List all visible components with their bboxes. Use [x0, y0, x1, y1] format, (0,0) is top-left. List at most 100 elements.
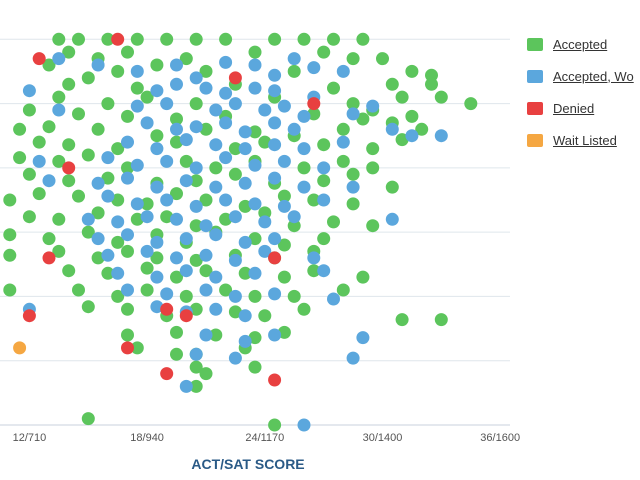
- legend-item-wait-listed[interactable]: Wait Listed: [527, 124, 640, 156]
- point-accepted-wo-7: [268, 68, 282, 82]
- x-tick-label-0: 12/710: [13, 432, 47, 444]
- point-accepted-wo-21: [160, 97, 174, 111]
- point-accepted-wo-120: [346, 351, 360, 365]
- point-accepted-wo-1: [91, 58, 105, 72]
- point-accepted-65: [228, 142, 242, 156]
- point-accepted-wo-23: [228, 97, 242, 111]
- point-accepted-34: [101, 97, 115, 111]
- legend-item-denied[interactable]: Denied: [527, 92, 640, 124]
- point-accepted-wo-114: [199, 328, 213, 342]
- legend-item-accepted[interactable]: Accepted: [527, 28, 640, 60]
- point-accepted-124: [91, 251, 105, 265]
- point-accepted-152: [189, 302, 203, 316]
- point-accepted-127: [189, 253, 203, 267]
- point-accepted-46: [170, 112, 183, 126]
- point-accepted-wo-102: [317, 264, 331, 278]
- point-accepted-wo-119: [228, 351, 242, 365]
- point-accepted-16: [317, 45, 331, 59]
- point-accepted-62: [62, 138, 76, 152]
- point-accepted-145: [219, 283, 233, 297]
- point-accepted-wo-74: [81, 212, 95, 226]
- point-accepted-wo-91: [140, 244, 154, 258]
- x-tick-label-1: 18/940: [130, 432, 164, 444]
- point-accepted-154: [258, 309, 272, 323]
- point-accepted-81: [62, 174, 76, 188]
- point-accepted-wo-11: [22, 84, 36, 98]
- point-accepted-45: [121, 109, 134, 123]
- point-accepted-wo-79: [228, 210, 242, 224]
- point-accepted-wo-84: [121, 228, 134, 242]
- point-accepted-wo-100: [209, 270, 223, 284]
- point-accepted-wo-24: [258, 103, 272, 117]
- point-accepted-50: [405, 109, 419, 123]
- point-accepted-147: [287, 289, 301, 303]
- point-accepted-wo-122: [297, 418, 311, 432]
- point-accepted-71: [52, 154, 66, 168]
- point-accepted-18: [376, 52, 389, 66]
- point-accepted-120: [277, 238, 291, 252]
- point-accepted-wo-25: [277, 99, 291, 113]
- point-accepted-19: [42, 58, 56, 72]
- point-accepted-144: [179, 289, 193, 303]
- point-accepted-90: [3, 193, 17, 207]
- point-accepted-142: [111, 289, 125, 303]
- point-accepted-wo-35: [287, 122, 301, 136]
- point-accepted-wo-3: [170, 58, 183, 72]
- point-accepted-157: [434, 313, 448, 327]
- point-accepted-32: [425, 77, 438, 91]
- point-accepted-167: [189, 360, 203, 374]
- point-accepted-wo-65: [346, 180, 360, 194]
- point-accepted-23: [287, 64, 301, 78]
- point-accepted-41: [464, 97, 478, 111]
- point-accepted-wo-78: [199, 219, 213, 233]
- point-accepted-wo-71: [248, 197, 262, 211]
- point-accepted-wo-55: [317, 161, 331, 175]
- point-accepted-111: [366, 219, 380, 233]
- point-accepted-99: [307, 193, 321, 207]
- point-accepted-38: [346, 97, 360, 111]
- point-denied-8: [179, 309, 193, 323]
- point-accepted-wo-72: [277, 199, 291, 213]
- point-accepted-159: [170, 325, 183, 339]
- legend-item-accepted-wo[interactable]: Accepted, Wo: [527, 60, 640, 92]
- point-accepted-70: [13, 151, 27, 165]
- point-accepted-134: [170, 270, 183, 284]
- point-accepted-132: [101, 266, 115, 280]
- x-tick-labels: 12/710 18/940 24/1170 30/1400 36/1600: [13, 432, 520, 444]
- point-denied-11: [160, 367, 174, 381]
- point-accepted-172: [268, 418, 282, 432]
- point-accepted-136: [238, 266, 252, 280]
- point-denied-2: [228, 71, 242, 85]
- point-accepted-wo-29: [140, 116, 154, 130]
- point-accepted-wo-83: [91, 232, 105, 246]
- point-accepted-1: [72, 32, 85, 46]
- point-accepted-63: [111, 142, 125, 156]
- point-accepted-67: [317, 138, 331, 152]
- point-accepted-44: [72, 107, 85, 121]
- point-accepted-40: [434, 90, 448, 104]
- point-accepted-wo-85: [150, 235, 164, 249]
- point-accepted-153: [228, 305, 242, 319]
- point-accepted-wo-59: [150, 180, 164, 194]
- point-accepted-3: [130, 32, 144, 46]
- point-accepted-25: [425, 68, 438, 82]
- point-accepted-wo-73: [317, 193, 331, 207]
- point-accepted-8: [297, 32, 311, 46]
- point-denied-12: [268, 373, 282, 387]
- point-accepted-148: [336, 283, 350, 297]
- point-accepted-170: [189, 379, 203, 393]
- point-accepted-140: [3, 283, 17, 297]
- point-accepted-169: [248, 360, 262, 374]
- point-denied-10: [121, 341, 134, 355]
- point-accepted-92: [72, 189, 85, 203]
- point-accepted-wo-69: [189, 199, 203, 213]
- point-accepted-wo-27: [346, 107, 360, 121]
- point-accepted-wo-10: [336, 64, 350, 78]
- point-accepted-wo-48: [101, 151, 115, 165]
- point-accepted-wo-53: [248, 158, 262, 172]
- point-accepted-10: [356, 32, 370, 46]
- point-accepted-126: [150, 251, 164, 265]
- point-accepted-75: [209, 161, 223, 175]
- point-accepted-82: [101, 171, 115, 185]
- point-accepted-6: [219, 32, 233, 46]
